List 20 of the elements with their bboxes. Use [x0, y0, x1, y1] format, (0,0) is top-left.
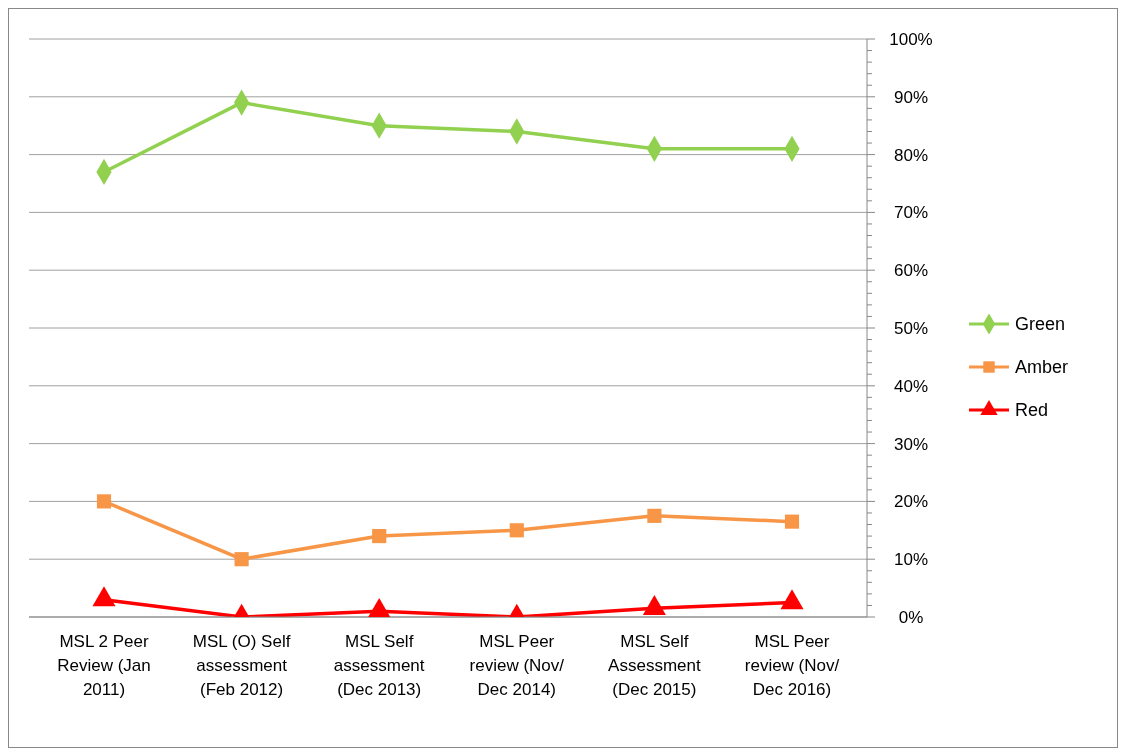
y-tick-label: 90%	[893, 87, 929, 107]
y-tick-label: 40%	[893, 376, 929, 396]
y-tick-label: 70%	[893, 203, 929, 223]
y-tick-label: 80%	[893, 145, 929, 165]
y-tick-label: 50%	[893, 319, 929, 338]
y-tick-label: 20%	[893, 492, 929, 512]
x-tick-label: MSL Peer review (Nov/ Dec 2014)	[469, 632, 565, 699]
legend-label: Green	[1015, 313, 1066, 335]
x-tick-label: MSL Self Assessment (Dec 2015)	[608, 632, 701, 699]
x-tick-label: MSL Peer review (Nov/ Dec 2016)	[744, 632, 840, 699]
x-tick-label: MSL (O) Self assessment (Feb 2012)	[192, 632, 291, 699]
x-tick-label: MSL 2 Peer Review (Jan 2011)	[57, 632, 151, 699]
y-tick-label: 30%	[893, 434, 929, 454]
x-tick-label: MSL Self assessment (Dec 2013)	[333, 632, 425, 699]
legend-label: Amber	[1015, 356, 1069, 378]
y-tick-label: 60%	[893, 261, 929, 281]
y-tick-label: 100%	[889, 30, 933, 49]
y-tick-label: 0%	[898, 608, 924, 627]
legend-label: Red	[1015, 399, 1049, 421]
y-tick-label: 10%	[893, 550, 929, 570]
